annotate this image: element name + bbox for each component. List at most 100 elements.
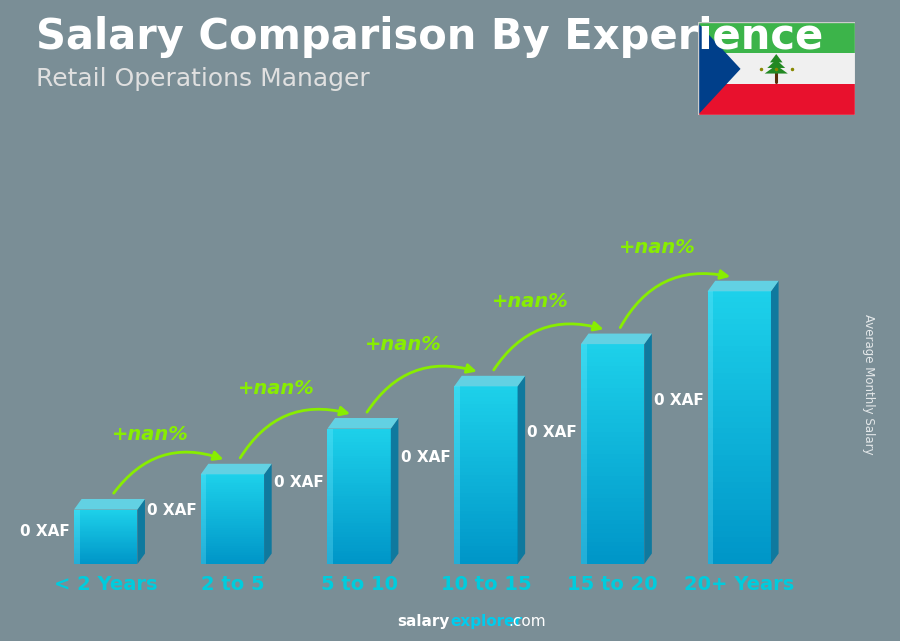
Bar (201, 510, 264, 512)
Text: +nan%: +nan% (112, 426, 188, 444)
Bar (580, 494, 644, 498)
Bar (74, 554, 138, 555)
Bar (454, 433, 518, 436)
Polygon shape (770, 54, 782, 62)
Bar (328, 431, 391, 434)
Bar (201, 483, 264, 485)
Bar (707, 553, 771, 558)
Bar (580, 520, 644, 524)
Bar (707, 308, 771, 313)
Bar (707, 444, 771, 449)
Bar (580, 458, 644, 463)
Bar (201, 550, 264, 551)
Bar (74, 561, 138, 562)
Bar (580, 406, 644, 410)
Bar (707, 362, 771, 368)
Bar (74, 530, 138, 531)
Bar (454, 529, 518, 532)
Bar (454, 518, 518, 521)
Bar (707, 313, 771, 319)
Bar (201, 523, 264, 524)
Bar (201, 551, 264, 553)
Polygon shape (771, 281, 778, 564)
Bar (580, 542, 644, 547)
Text: +nan%: +nan% (238, 379, 315, 397)
Bar (707, 547, 771, 553)
Bar (580, 415, 644, 419)
Bar (328, 488, 391, 491)
Bar (707, 449, 771, 455)
Bar (328, 445, 391, 447)
Bar (328, 461, 391, 464)
Bar (328, 499, 391, 502)
Polygon shape (454, 376, 525, 387)
Bar (328, 524, 391, 526)
Bar (201, 490, 264, 492)
Bar (328, 545, 391, 548)
Bar (454, 429, 518, 433)
Bar (454, 426, 518, 429)
Bar (328, 504, 391, 507)
Bar (74, 522, 138, 524)
Bar (328, 429, 391, 431)
Bar (580, 498, 644, 503)
Bar (454, 511, 518, 514)
Bar (454, 404, 518, 408)
Bar (707, 510, 771, 515)
Bar (454, 514, 518, 518)
Bar (580, 362, 644, 366)
Bar (580, 419, 644, 423)
Polygon shape (768, 60, 785, 68)
Bar (707, 433, 771, 438)
Bar (707, 417, 771, 422)
Bar (580, 512, 644, 516)
Bar (201, 544, 264, 546)
Bar (328, 526, 391, 529)
Bar (201, 530, 264, 532)
Bar (707, 335, 771, 340)
Bar (707, 351, 771, 357)
Bar (201, 521, 264, 523)
Bar (580, 450, 644, 454)
Bar (201, 555, 264, 557)
Bar (74, 533, 138, 535)
Bar (328, 551, 391, 553)
Text: 0 XAF: 0 XAF (148, 503, 197, 518)
Bar (580, 441, 644, 445)
Text: 0 XAF: 0 XAF (21, 524, 70, 539)
Bar (454, 536, 518, 539)
Bar (328, 559, 391, 562)
Polygon shape (698, 22, 741, 115)
Bar (454, 479, 518, 482)
Bar (74, 556, 138, 558)
Bar (74, 519, 138, 520)
Bar (74, 537, 138, 538)
Bar (454, 482, 518, 486)
Bar (454, 443, 518, 447)
Bar (454, 493, 518, 497)
Bar (580, 375, 644, 379)
Bar (707, 292, 771, 297)
Bar (328, 447, 391, 450)
Bar (201, 512, 264, 514)
Bar (328, 480, 391, 483)
Bar (580, 485, 644, 489)
Bar (74, 515, 138, 516)
Bar (74, 527, 138, 528)
Bar (707, 368, 771, 373)
Bar (580, 516, 644, 520)
Bar (201, 501, 264, 503)
Bar (580, 370, 644, 375)
Bar (74, 516, 138, 517)
Bar (201, 560, 264, 562)
Bar (328, 440, 391, 442)
Bar (707, 373, 771, 379)
Bar (580, 547, 644, 551)
Bar (201, 474, 206, 564)
Bar (580, 353, 644, 357)
Bar (707, 504, 771, 510)
Bar (328, 510, 391, 513)
Bar (707, 526, 771, 531)
Bar (328, 556, 391, 559)
Bar (707, 515, 771, 520)
